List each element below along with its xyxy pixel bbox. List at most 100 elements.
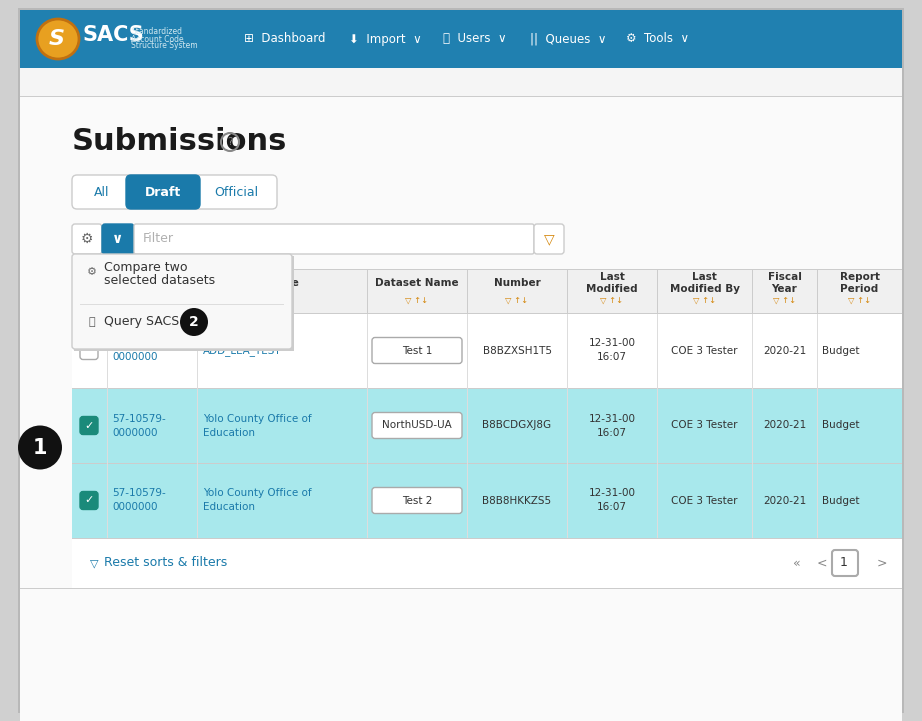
Text: Fiscal
Year: Fiscal Year bbox=[767, 272, 801, 294]
FancyBboxPatch shape bbox=[126, 175, 200, 209]
Bar bbox=[567, 313, 568, 388]
Text: Name: Name bbox=[265, 278, 299, 288]
Bar bbox=[72, 463, 902, 538]
Bar bbox=[80, 281, 96, 297]
Bar bbox=[197, 269, 198, 313]
Text: ▽ ↑↓: ▽ ↑↓ bbox=[600, 296, 623, 306]
Text: 🗋: 🗋 bbox=[89, 317, 95, 327]
Text: NorthUSD-UA: NorthUSD-UA bbox=[382, 420, 452, 430]
Bar bbox=[367, 313, 368, 388]
Bar bbox=[197, 388, 198, 463]
FancyBboxPatch shape bbox=[372, 412, 462, 438]
Text: 12-31-00
16:07: 12-31-00 16:07 bbox=[588, 338, 635, 363]
Bar bbox=[20, 96, 902, 97]
Text: Yolo County Office of
Education: Yolo County Office of Education bbox=[203, 414, 312, 438]
Circle shape bbox=[180, 308, 208, 336]
Bar bbox=[72, 388, 902, 389]
Text: Structure System: Structure System bbox=[131, 42, 197, 50]
Ellipse shape bbox=[37, 19, 79, 59]
Bar bbox=[72, 538, 902, 539]
Bar bbox=[657, 269, 658, 313]
FancyBboxPatch shape bbox=[72, 175, 277, 209]
Text: ✓: ✓ bbox=[84, 420, 94, 430]
Text: Official: Official bbox=[214, 185, 258, 198]
FancyBboxPatch shape bbox=[372, 337, 462, 363]
Bar bbox=[72, 313, 902, 314]
FancyBboxPatch shape bbox=[832, 550, 858, 576]
Text: All: All bbox=[94, 185, 110, 198]
Bar bbox=[72, 538, 902, 588]
Bar bbox=[817, 313, 818, 388]
FancyBboxPatch shape bbox=[102, 224, 134, 254]
Bar bbox=[467, 388, 468, 463]
FancyBboxPatch shape bbox=[134, 224, 534, 254]
Text: 2020-21: 2020-21 bbox=[762, 420, 806, 430]
Text: ⬇  Import  ∨: ⬇ Import ∨ bbox=[349, 32, 421, 45]
Text: B8BZXSH1T5: B8BZXSH1T5 bbox=[482, 345, 551, 355]
Bar bbox=[467, 313, 468, 388]
Text: B8BCDGXJ8G: B8BCDGXJ8G bbox=[482, 420, 551, 430]
Bar bbox=[80, 281, 96, 297]
Bar bbox=[107, 313, 108, 388]
Text: Dataset Name: Dataset Name bbox=[375, 278, 459, 288]
Bar bbox=[752, 313, 753, 388]
Text: Compare two: Compare two bbox=[104, 262, 187, 275]
Bar bbox=[72, 313, 902, 388]
Bar bbox=[72, 538, 902, 539]
Bar bbox=[80, 304, 284, 305]
Text: S: S bbox=[49, 29, 65, 49]
Text: ▽ ↑↓: ▽ ↑↓ bbox=[270, 296, 293, 306]
Bar bbox=[20, 10, 902, 68]
Bar bbox=[467, 269, 468, 313]
Text: Submissions: Submissions bbox=[72, 128, 288, 156]
Text: COE 3 Tester: COE 3 Tester bbox=[671, 420, 738, 430]
Bar bbox=[72, 269, 902, 313]
Text: Last
Modified: Last Modified bbox=[586, 272, 638, 294]
Text: 57-10579-
0000000: 57-10579- 0000000 bbox=[112, 489, 166, 513]
Text: Last
Modified By: Last Modified By bbox=[669, 272, 739, 294]
Text: Test 2: Test 2 bbox=[402, 495, 432, 505]
Bar bbox=[567, 388, 568, 463]
Bar bbox=[72, 463, 902, 464]
Text: COE 3 Tester: COE 3 Tester bbox=[671, 495, 738, 505]
Text: 12-31-00
16:07: 12-31-00 16:07 bbox=[588, 489, 635, 513]
Text: ▽ ↑↓: ▽ ↑↓ bbox=[406, 296, 429, 306]
Bar bbox=[72, 388, 902, 463]
Text: <: < bbox=[817, 557, 827, 570]
FancyBboxPatch shape bbox=[534, 224, 564, 254]
Text: Filter: Filter bbox=[143, 232, 174, 245]
Bar bbox=[657, 313, 658, 388]
Bar bbox=[817, 269, 818, 313]
Bar bbox=[197, 463, 198, 538]
Text: Budget: Budget bbox=[822, 345, 859, 355]
Bar bbox=[20, 588, 902, 589]
FancyBboxPatch shape bbox=[80, 417, 98, 435]
Text: 57-10579-
0000000: 57-10579- 0000000 bbox=[112, 414, 166, 438]
Bar bbox=[752, 463, 753, 538]
Text: Test 1: Test 1 bbox=[402, 345, 432, 355]
Text: ▽: ▽ bbox=[90, 558, 99, 568]
Text: «: « bbox=[793, 557, 801, 570]
Text: Account Code: Account Code bbox=[131, 35, 183, 43]
Text: ∨: ∨ bbox=[112, 232, 124, 246]
FancyBboxPatch shape bbox=[80, 492, 98, 510]
Text: ▽ ↑↓: ▽ ↑↓ bbox=[505, 296, 528, 306]
Bar bbox=[367, 388, 368, 463]
Bar bbox=[72, 269, 902, 270]
Text: Query SACS: Query SACS bbox=[104, 316, 179, 329]
FancyBboxPatch shape bbox=[72, 224, 102, 254]
Bar bbox=[107, 388, 108, 463]
Text: Yolo County Office of
Education: Yolo County Office of Education bbox=[203, 489, 312, 513]
Text: 2: 2 bbox=[189, 315, 199, 329]
Bar bbox=[657, 388, 658, 463]
Bar bbox=[20, 68, 902, 96]
Bar bbox=[817, 388, 818, 463]
Bar bbox=[107, 463, 108, 538]
Bar bbox=[817, 463, 818, 538]
Text: ⊞  Dashboard: ⊞ Dashboard bbox=[244, 32, 325, 45]
FancyBboxPatch shape bbox=[72, 254, 292, 349]
Bar bbox=[657, 463, 658, 538]
Bar bbox=[567, 269, 568, 313]
Text: SACS: SACS bbox=[82, 25, 144, 45]
Text: ✓: ✓ bbox=[84, 495, 94, 505]
